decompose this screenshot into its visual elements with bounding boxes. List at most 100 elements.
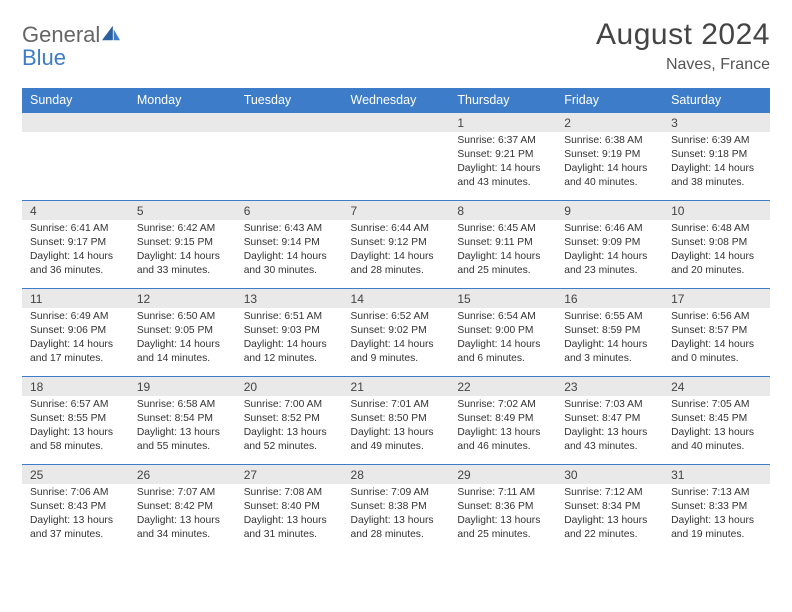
day-number: 7 <box>343 201 450 220</box>
day-details: Sunrise: 6:51 AMSunset: 9:03 PMDaylight:… <box>236 308 343 372</box>
day-number: 4 <box>22 201 129 220</box>
day-details: Sunrise: 6:56 AMSunset: 8:57 PMDaylight:… <box>663 308 770 372</box>
day-number: 23 <box>556 377 663 396</box>
calendar-cell: 10Sunrise: 6:48 AMSunset: 9:08 PMDayligh… <box>663 200 770 288</box>
day-number: 10 <box>663 201 770 220</box>
calendar-cell: 26Sunrise: 7:07 AMSunset: 8:42 PMDayligh… <box>129 464 236 552</box>
day-number: 31 <box>663 465 770 484</box>
calendar-cell: 18Sunrise: 6:57 AMSunset: 8:55 PMDayligh… <box>22 376 129 464</box>
day-details: Sunrise: 7:02 AMSunset: 8:49 PMDaylight:… <box>449 396 556 460</box>
day-details: Sunrise: 7:01 AMSunset: 8:50 PMDaylight:… <box>343 396 450 460</box>
day-details: Sunrise: 6:46 AMSunset: 9:09 PMDaylight:… <box>556 220 663 284</box>
calendar-cell: 20Sunrise: 7:00 AMSunset: 8:52 PMDayligh… <box>236 376 343 464</box>
calendar-cell: 17Sunrise: 6:56 AMSunset: 8:57 PMDayligh… <box>663 288 770 376</box>
day-number: 14 <box>343 289 450 308</box>
day-number: 13 <box>236 289 343 308</box>
weekday-header-friday: Friday <box>556 88 663 112</box>
day-details: Sunrise: 6:50 AMSunset: 9:05 PMDaylight:… <box>129 308 236 372</box>
location: Naves, France <box>596 56 770 74</box>
day-details: Sunrise: 6:44 AMSunset: 9:12 PMDaylight:… <box>343 220 450 284</box>
calendar-row: 18Sunrise: 6:57 AMSunset: 8:55 PMDayligh… <box>22 376 770 464</box>
calendar-cell: 7Sunrise: 6:44 AMSunset: 9:12 PMDaylight… <box>343 200 450 288</box>
calendar-cell: 21Sunrise: 7:01 AMSunset: 8:50 PMDayligh… <box>343 376 450 464</box>
calendar-cell: 12Sunrise: 6:50 AMSunset: 9:05 PMDayligh… <box>129 288 236 376</box>
day-details: Sunrise: 6:45 AMSunset: 9:11 PMDaylight:… <box>449 220 556 284</box>
day-number: 11 <box>22 289 129 308</box>
day-number: 9 <box>556 201 663 220</box>
calendar-row: 25Sunrise: 7:06 AMSunset: 8:43 PMDayligh… <box>22 464 770 552</box>
calendar-table: SundayMondayTuesdayWednesdayThursdayFrid… <box>22 88 770 552</box>
day-details: Sunrise: 6:38 AMSunset: 9:19 PMDaylight:… <box>556 132 663 196</box>
calendar-cell: 15Sunrise: 6:54 AMSunset: 9:00 PMDayligh… <box>449 288 556 376</box>
logo-blue: Blue <box>22 45 66 70</box>
day-details: Sunrise: 6:41 AMSunset: 9:17 PMDaylight:… <box>22 220 129 284</box>
calendar-cell: 31Sunrise: 7:13 AMSunset: 8:33 PMDayligh… <box>663 464 770 552</box>
calendar-page: General Blue August 2024 Naves, France S… <box>0 0 792 612</box>
day-number: 21 <box>343 377 450 396</box>
day-details: Sunrise: 6:42 AMSunset: 9:15 PMDaylight:… <box>129 220 236 284</box>
day-details: Sunrise: 7:13 AMSunset: 8:33 PMDaylight:… <box>663 484 770 548</box>
calendar-cell: 29Sunrise: 7:11 AMSunset: 8:36 PMDayligh… <box>449 464 556 552</box>
day-details: Sunrise: 7:11 AMSunset: 8:36 PMDaylight:… <box>449 484 556 548</box>
day-number: 16 <box>556 289 663 308</box>
calendar-cell: 22Sunrise: 7:02 AMSunset: 8:49 PMDayligh… <box>449 376 556 464</box>
weekday-header-monday: Monday <box>129 88 236 112</box>
calendar-cell: 23Sunrise: 7:03 AMSunset: 8:47 PMDayligh… <box>556 376 663 464</box>
calendar-cell: 9Sunrise: 6:46 AMSunset: 9:09 PMDaylight… <box>556 200 663 288</box>
day-number: 20 <box>236 377 343 396</box>
logo-sail-icon <box>100 24 122 42</box>
day-number: 5 <box>129 201 236 220</box>
calendar-cell: 2Sunrise: 6:38 AMSunset: 9:19 PMDaylight… <box>556 112 663 200</box>
day-number: 18 <box>22 377 129 396</box>
day-details <box>129 132 236 190</box>
header: General Blue August 2024 Naves, France <box>22 18 770 74</box>
day-number: 28 <box>343 465 450 484</box>
day-number <box>236 113 343 132</box>
day-number: 3 <box>663 113 770 132</box>
weekday-header-thursday: Thursday <box>449 88 556 112</box>
calendar-cell: 27Sunrise: 7:08 AMSunset: 8:40 PMDayligh… <box>236 464 343 552</box>
calendar-row: 4Sunrise: 6:41 AMSunset: 9:17 PMDaylight… <box>22 200 770 288</box>
day-details: Sunrise: 6:57 AMSunset: 8:55 PMDaylight:… <box>22 396 129 460</box>
day-details: Sunrise: 7:12 AMSunset: 8:34 PMDaylight:… <box>556 484 663 548</box>
day-number: 27 <box>236 465 343 484</box>
calendar-cell: 5Sunrise: 6:42 AMSunset: 9:15 PMDaylight… <box>129 200 236 288</box>
calendar-cell-empty <box>129 112 236 200</box>
day-number: 26 <box>129 465 236 484</box>
day-details: Sunrise: 6:48 AMSunset: 9:08 PMDaylight:… <box>663 220 770 284</box>
calendar-cell: 1Sunrise: 6:37 AMSunset: 9:21 PMDaylight… <box>449 112 556 200</box>
calendar-cell-empty <box>22 112 129 200</box>
day-details: Sunrise: 6:52 AMSunset: 9:02 PMDaylight:… <box>343 308 450 372</box>
day-details: Sunrise: 6:58 AMSunset: 8:54 PMDaylight:… <box>129 396 236 460</box>
logo-text: General Blue <box>22 24 122 70</box>
title-block: August 2024 Naves, France <box>596 18 770 74</box>
day-details: Sunrise: 6:54 AMSunset: 9:00 PMDaylight:… <box>449 308 556 372</box>
day-number: 6 <box>236 201 343 220</box>
day-number: 30 <box>556 465 663 484</box>
calendar-cell: 24Sunrise: 7:05 AMSunset: 8:45 PMDayligh… <box>663 376 770 464</box>
calendar-cell-empty <box>343 112 450 200</box>
day-number: 8 <box>449 201 556 220</box>
month-title: August 2024 <box>596 18 770 52</box>
day-details: Sunrise: 7:05 AMSunset: 8:45 PMDaylight:… <box>663 396 770 460</box>
calendar-cell: 11Sunrise: 6:49 AMSunset: 9:06 PMDayligh… <box>22 288 129 376</box>
calendar-cell: 14Sunrise: 6:52 AMSunset: 9:02 PMDayligh… <box>343 288 450 376</box>
day-number: 25 <box>22 465 129 484</box>
calendar-row: 1Sunrise: 6:37 AMSunset: 9:21 PMDaylight… <box>22 112 770 200</box>
day-number: 24 <box>663 377 770 396</box>
calendar-cell: 13Sunrise: 6:51 AMSunset: 9:03 PMDayligh… <box>236 288 343 376</box>
day-number <box>22 113 129 132</box>
day-number: 22 <box>449 377 556 396</box>
calendar-cell: 25Sunrise: 7:06 AMSunset: 8:43 PMDayligh… <box>22 464 129 552</box>
day-details: Sunrise: 7:07 AMSunset: 8:42 PMDaylight:… <box>129 484 236 548</box>
calendar-cell: 6Sunrise: 6:43 AMSunset: 9:14 PMDaylight… <box>236 200 343 288</box>
day-details: Sunrise: 6:43 AMSunset: 9:14 PMDaylight:… <box>236 220 343 284</box>
logo: General Blue <box>22 18 122 70</box>
calendar-row: 11Sunrise: 6:49 AMSunset: 9:06 PMDayligh… <box>22 288 770 376</box>
day-details: Sunrise: 6:55 AMSunset: 8:59 PMDaylight:… <box>556 308 663 372</box>
day-details: Sunrise: 6:49 AMSunset: 9:06 PMDaylight:… <box>22 308 129 372</box>
day-number <box>129 113 236 132</box>
day-details <box>22 132 129 190</box>
calendar-cell: 28Sunrise: 7:09 AMSunset: 8:38 PMDayligh… <box>343 464 450 552</box>
day-number <box>343 113 450 132</box>
